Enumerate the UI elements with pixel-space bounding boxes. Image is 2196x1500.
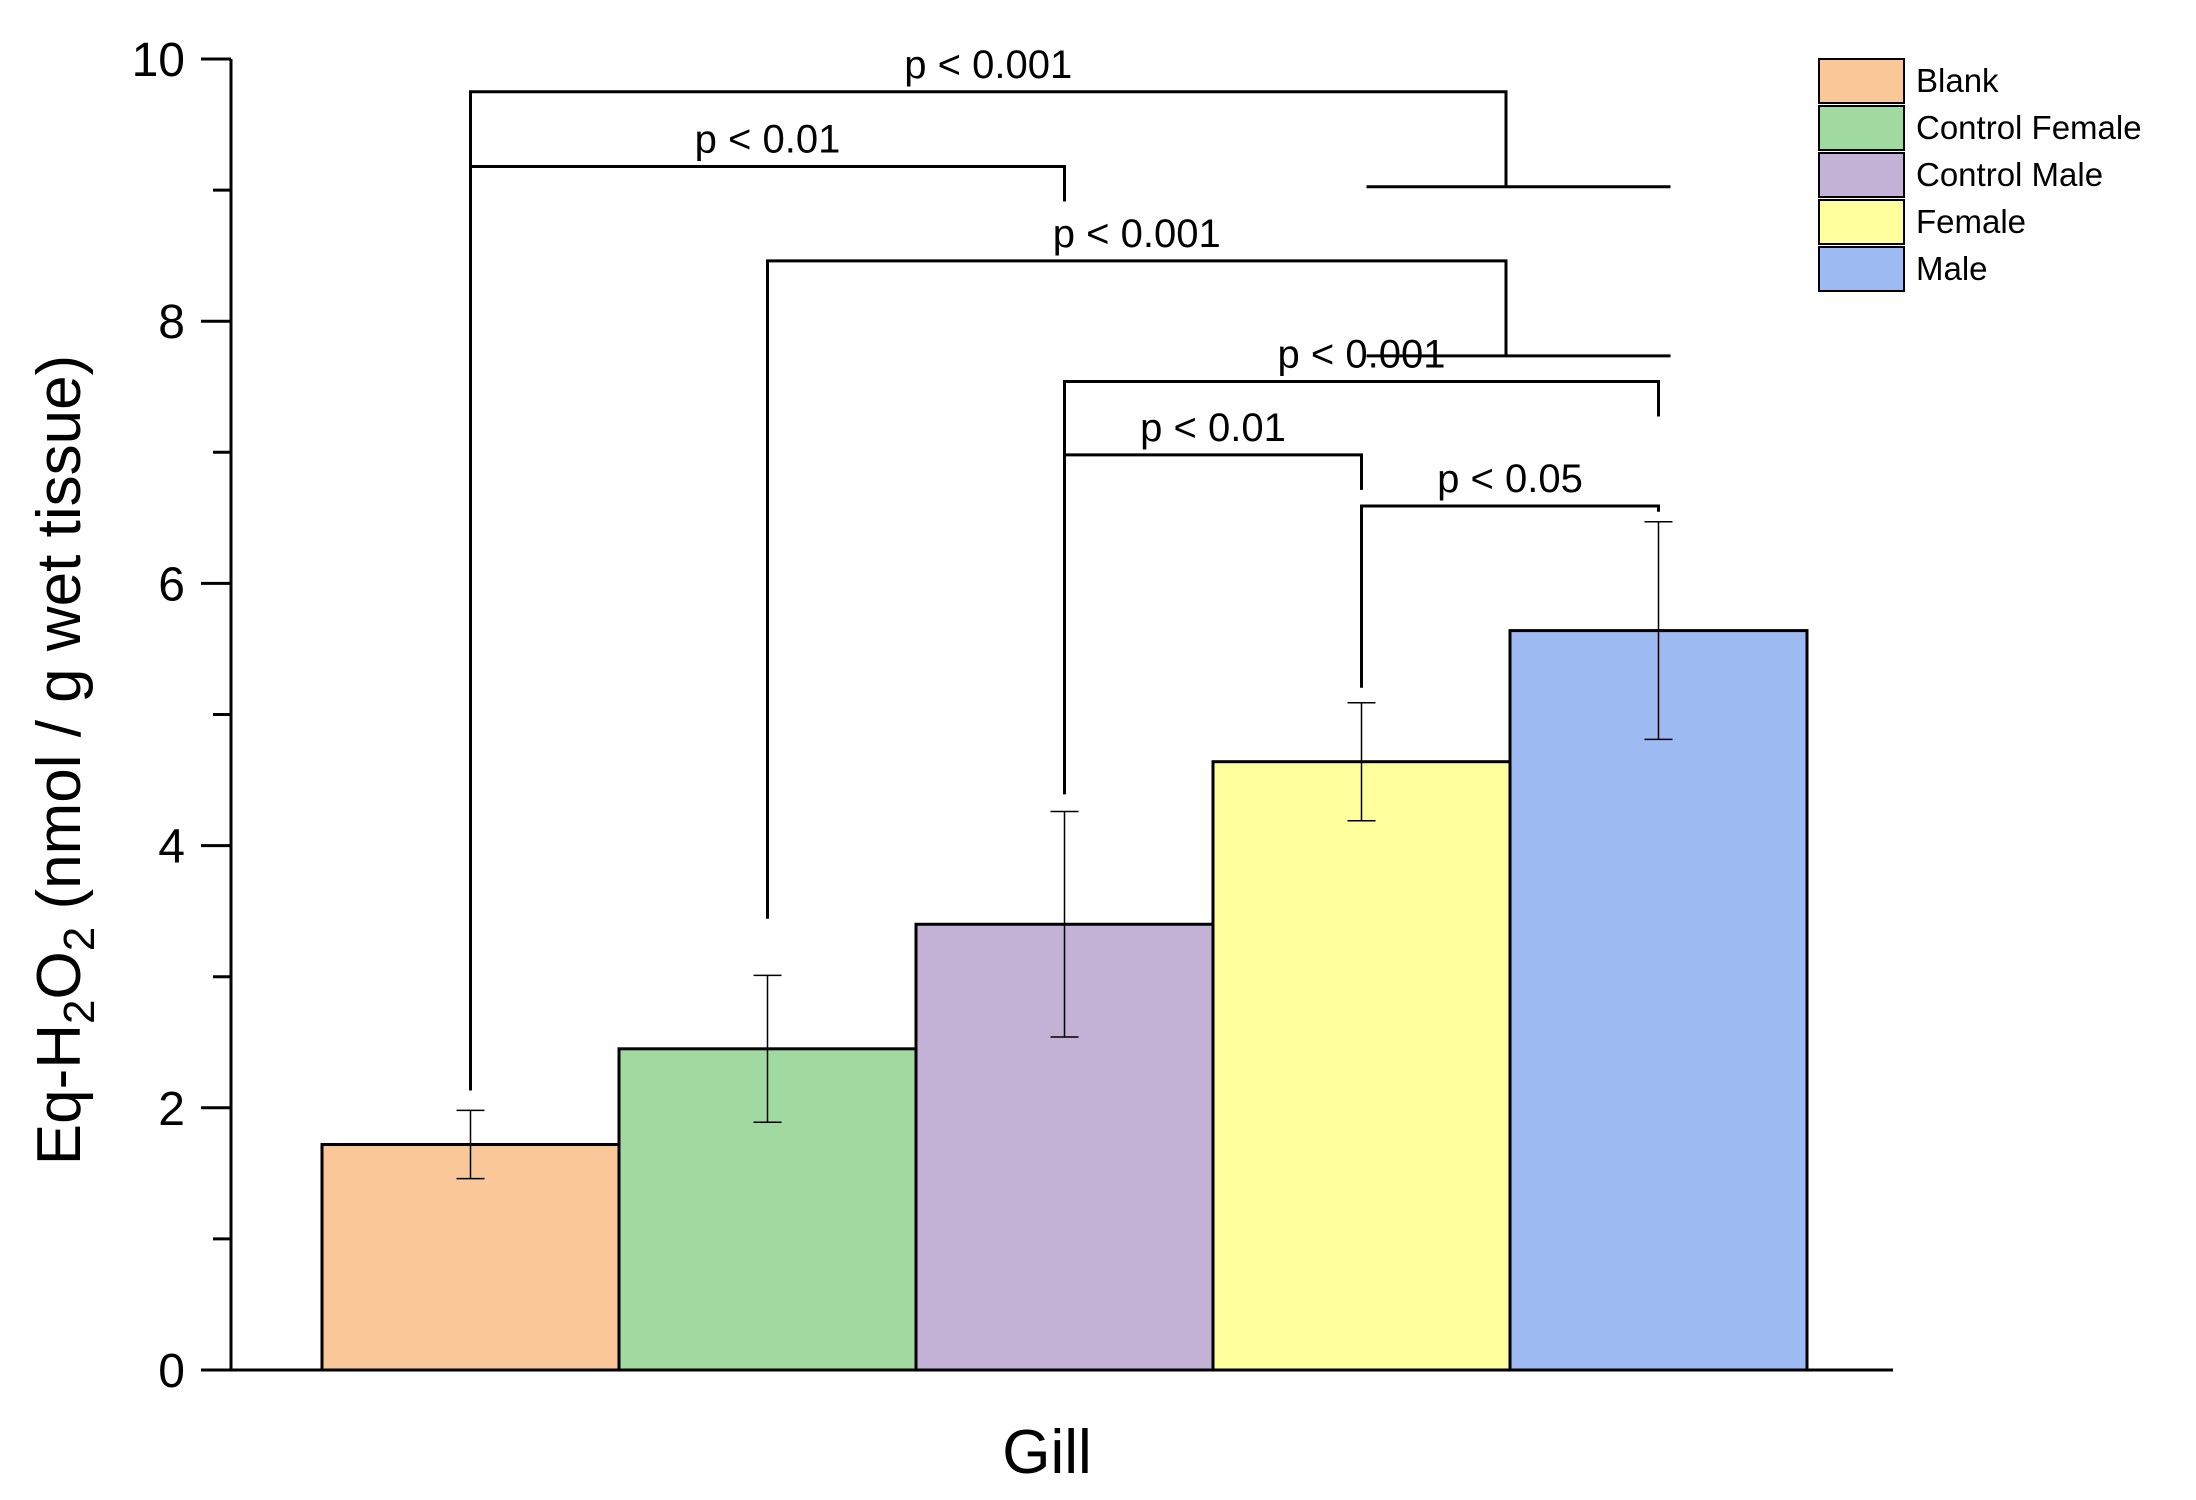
bar	[320, 1143, 621, 1372]
sig-label: p < 0.001	[1278, 333, 1446, 377]
y-label-prefix: Eq-H	[25, 1024, 94, 1165]
legend: Blank Control Female Control Male Female Mal…	[1818, 58, 2142, 292]
legend-label: Blank	[1916, 62, 1999, 99]
sig-bracket	[1360, 504, 1660, 688]
sig-label: p < 0.05	[1437, 457, 1583, 501]
y-tick-label: 0	[158, 1345, 185, 1398]
legend-label: Female	[1916, 203, 2026, 240]
legend-swatch	[1818, 152, 1905, 198]
y-tick-label: 10	[132, 34, 185, 87]
sig-label: p < 0.001	[1053, 212, 1221, 256]
y-label-suffix: (nmol / g wet tissue)	[25, 355, 94, 927]
sig-label: p < 0.01	[1140, 406, 1286, 450]
y-label-mid: O	[25, 951, 94, 999]
y-tick-label: 6	[158, 558, 185, 611]
error-bars	[456, 521, 1673, 1180]
y-label-sub2: 2	[55, 927, 104, 951]
sig-label: p < 0.01	[695, 118, 841, 162]
sig-label: p < 0.001	[904, 43, 1072, 87]
sig-bracket	[766, 259, 1508, 919]
sig-bracket	[1063, 453, 1363, 795]
y-tick-label: 2	[158, 1083, 185, 1136]
legend-swatch	[1818, 199, 1905, 245]
legend-label: Control Female	[1916, 109, 2142, 146]
legend-label: Male	[1916, 250, 1988, 287]
x-axis-label: Gill	[1002, 1418, 1092, 1487]
y-label-sub1: 2	[55, 999, 104, 1023]
legend-swatch	[1818, 58, 1905, 104]
bar	[1211, 760, 1512, 1372]
y-axis-label: Eq-H2O2 (nmol / g wet tissue)	[25, 355, 104, 1165]
y-tick-label: 8	[158, 296, 185, 349]
legend-swatch	[1818, 246, 1905, 292]
y-tick-label: 4	[158, 821, 185, 874]
legend-swatch	[1818, 105, 1905, 151]
sig-bracket	[469, 165, 1066, 1091]
bar	[1508, 629, 1809, 1372]
significance-brackets: p < 0.001 p < 0.01 p < 0.001 p < 0.001 p < 0…	[469, 43, 1671, 1091]
legend-label: Control Male	[1916, 156, 2103, 193]
